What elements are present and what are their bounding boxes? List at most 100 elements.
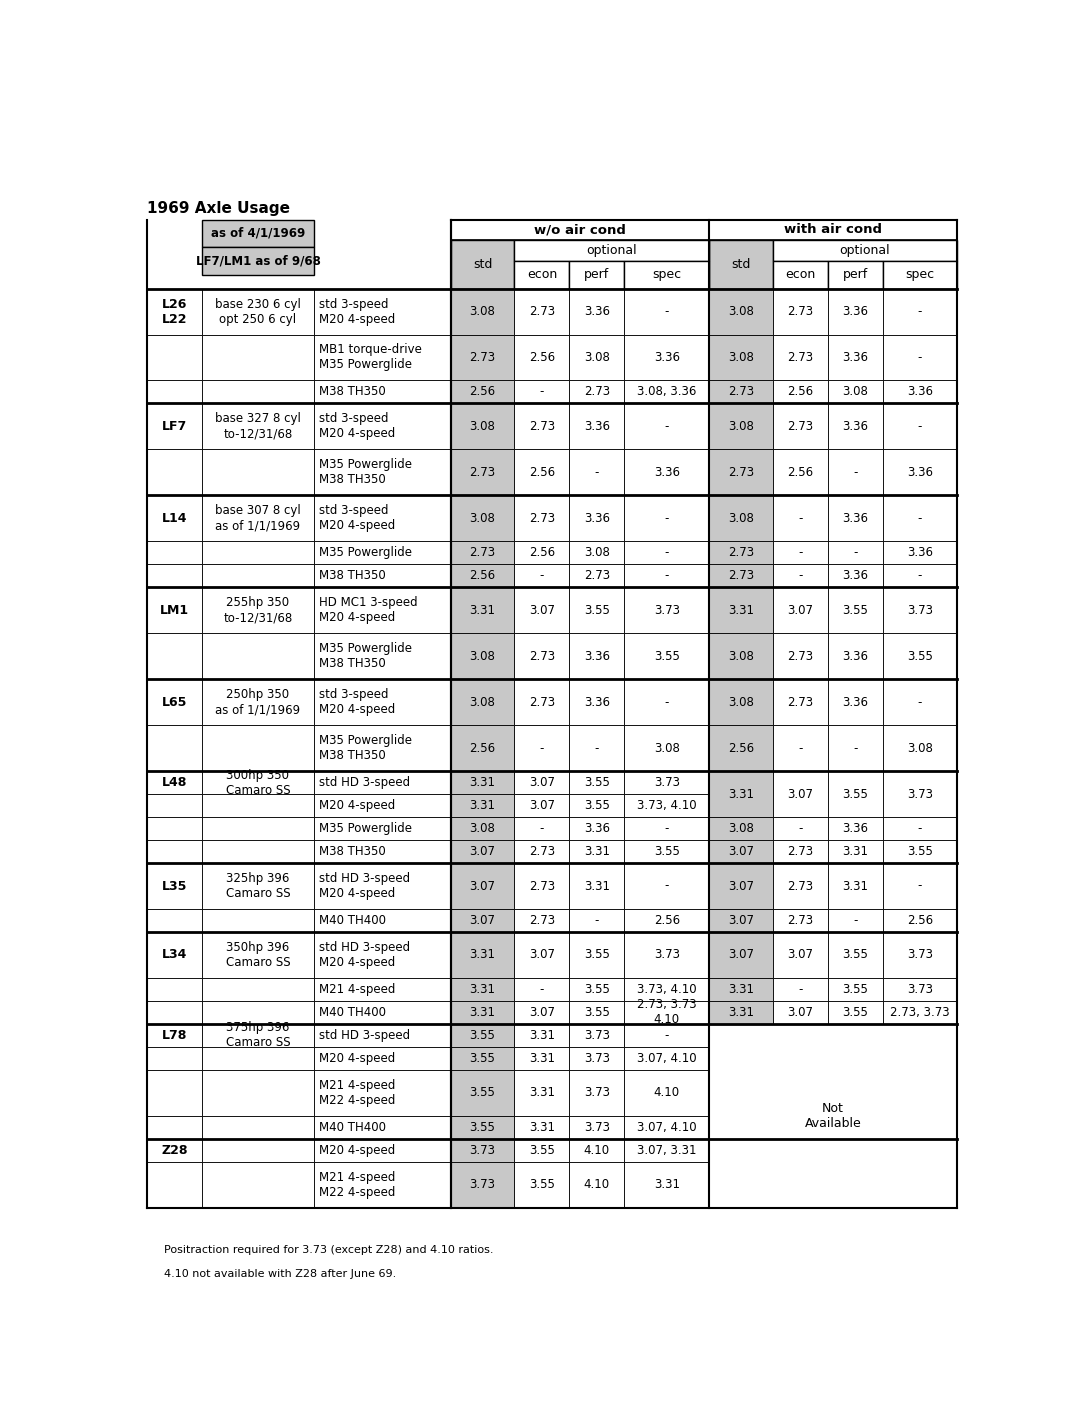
Bar: [202, 220, 313, 247]
Bar: [772, 404, 827, 449]
Text: L65: L65: [162, 696, 187, 709]
Bar: [883, 726, 956, 771]
Text: 3.73: 3.73: [584, 1052, 610, 1065]
Bar: [827, 1001, 883, 1024]
Bar: [202, 1001, 313, 1024]
Bar: [709, 726, 772, 771]
Bar: [772, 335, 827, 380]
Bar: [625, 587, 709, 633]
Text: 3.08: 3.08: [584, 546, 610, 559]
Bar: [709, 1001, 772, 1024]
Text: -: -: [798, 569, 802, 582]
Text: 3.55: 3.55: [907, 844, 933, 858]
Text: M35 Powerglide: M35 Powerglide: [319, 546, 411, 559]
Text: MB1 torque-drive
M35 Powerglide: MB1 torque-drive M35 Powerglide: [319, 343, 422, 371]
Bar: [148, 541, 202, 565]
Text: 3.08: 3.08: [728, 305, 754, 318]
Bar: [625, 449, 709, 496]
Text: 3.55: 3.55: [470, 1121, 495, 1134]
Text: 300hp 350
Camaro SS: 300hp 350 Camaro SS: [226, 768, 291, 796]
Bar: [772, 587, 827, 633]
Text: 3.31: 3.31: [470, 949, 495, 962]
Bar: [772, 979, 827, 1001]
Bar: [515, 979, 570, 1001]
Text: 4.10: 4.10: [654, 1086, 680, 1100]
Text: 2.73: 2.73: [529, 914, 555, 928]
Text: std HD 3-speed: std HD 3-speed: [319, 777, 410, 789]
Bar: [772, 679, 827, 726]
Text: 3.08: 3.08: [728, 511, 754, 525]
Text: econ: econ: [527, 268, 557, 281]
Text: 3.08: 3.08: [728, 696, 754, 709]
Bar: [625, 1001, 709, 1024]
Text: M20 4-speed: M20 4-speed: [319, 799, 395, 812]
Bar: [625, 1024, 709, 1046]
Bar: [148, 1024, 202, 1046]
Bar: [515, 633, 570, 679]
Bar: [827, 380, 883, 404]
Bar: [709, 496, 772, 541]
Bar: [883, 932, 956, 979]
Bar: [515, 794, 570, 818]
Bar: [883, 380, 956, 404]
Text: 2.73: 2.73: [470, 546, 495, 559]
Bar: [570, 979, 625, 1001]
Text: L48: L48: [162, 777, 187, 789]
Bar: [709, 840, 772, 863]
Text: 3.31: 3.31: [654, 1178, 680, 1192]
Bar: [709, 380, 772, 404]
Text: 3.07: 3.07: [529, 1005, 555, 1019]
Text: 3.55: 3.55: [584, 799, 610, 812]
Text: -: -: [918, 305, 922, 318]
Bar: [827, 261, 883, 288]
Bar: [202, 247, 313, 275]
Bar: [570, 261, 625, 288]
Text: Z28: Z28: [162, 1144, 187, 1156]
Text: 2.56: 2.56: [787, 466, 813, 479]
Text: 3.31: 3.31: [529, 1086, 555, 1100]
Bar: [570, 1139, 625, 1162]
Bar: [202, 1024, 313, 1046]
Text: M38 TH350: M38 TH350: [319, 569, 386, 582]
Text: econ: econ: [785, 268, 815, 281]
Bar: [625, 979, 709, 1001]
Text: 3.55: 3.55: [529, 1178, 555, 1192]
Bar: [827, 449, 883, 496]
Text: 3.36: 3.36: [842, 569, 868, 582]
Text: 4.10: 4.10: [584, 1178, 610, 1192]
Text: 2.73: 2.73: [529, 696, 555, 709]
Text: 2.73: 2.73: [787, 880, 813, 892]
Bar: [148, 1070, 202, 1115]
Text: 3.55: 3.55: [842, 949, 868, 962]
Text: optional: optional: [839, 244, 890, 257]
Text: 2.73: 2.73: [529, 844, 555, 858]
Text: 3.08: 3.08: [728, 650, 754, 662]
Text: as of 4/1/1969: as of 4/1/1969: [211, 227, 305, 240]
Text: 2.73: 2.73: [529, 305, 555, 318]
Bar: [451, 932, 515, 979]
Bar: [148, 909, 202, 932]
Bar: [148, 1162, 202, 1207]
Text: 3.31: 3.31: [470, 799, 495, 812]
Bar: [515, 1115, 570, 1139]
Bar: [625, 909, 709, 932]
Bar: [709, 1024, 956, 1207]
Bar: [202, 633, 313, 679]
Bar: [515, 261, 570, 288]
Bar: [570, 1115, 625, 1139]
Bar: [625, 840, 709, 863]
Bar: [883, 541, 956, 565]
Text: -: -: [798, 546, 802, 559]
Text: 3.08: 3.08: [584, 352, 610, 364]
Bar: [451, 1070, 515, 1115]
Text: 2.56: 2.56: [907, 914, 933, 928]
Bar: [202, 1115, 313, 1139]
Bar: [709, 679, 772, 726]
Text: L78: L78: [162, 1029, 187, 1042]
Bar: [625, 380, 709, 404]
Text: 3.31: 3.31: [584, 844, 610, 858]
Text: 3.73: 3.73: [470, 1144, 495, 1156]
Bar: [772, 449, 827, 496]
Bar: [625, 726, 709, 771]
Bar: [313, 1046, 451, 1070]
